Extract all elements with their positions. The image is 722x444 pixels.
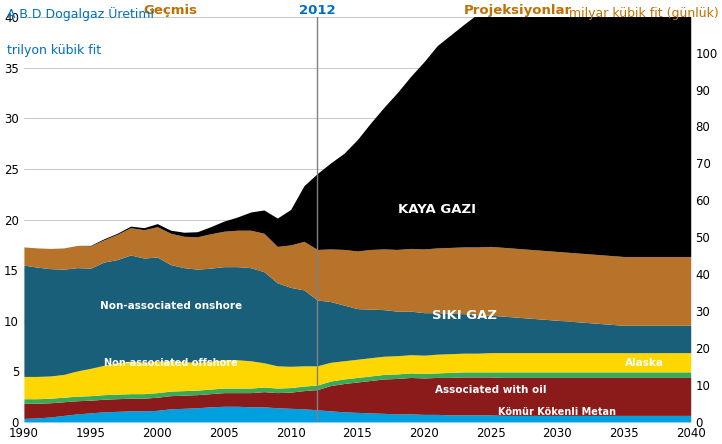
Text: Non-associated offshore: Non-associated offshore bbox=[104, 358, 238, 368]
Text: Alaska: Alaska bbox=[625, 358, 664, 368]
Text: trilyon kübik fit: trilyon kübik fit bbox=[7, 44, 101, 57]
Text: A.B.D Dogalgaz Üretimi: A.B.D Dogalgaz Üretimi bbox=[7, 7, 155, 20]
Text: milyar kübik fit (günlük): milyar kübik fit (günlük) bbox=[569, 7, 718, 20]
Text: KAYA GAZI: KAYA GAZI bbox=[399, 203, 477, 216]
Text: 2012: 2012 bbox=[299, 4, 336, 17]
Text: Projeksiyonlar: Projeksiyonlar bbox=[464, 4, 571, 17]
Text: Geçmis: Geçmis bbox=[144, 4, 198, 17]
Text: Non-associated onshore: Non-associated onshore bbox=[100, 301, 242, 311]
Text: Associated with oil: Associated with oil bbox=[435, 385, 547, 395]
Text: SIKI GAZ: SIKI GAZ bbox=[432, 309, 497, 322]
Text: Kömür Kökenli Metan: Kömür Kökenli Metan bbox=[498, 407, 617, 417]
